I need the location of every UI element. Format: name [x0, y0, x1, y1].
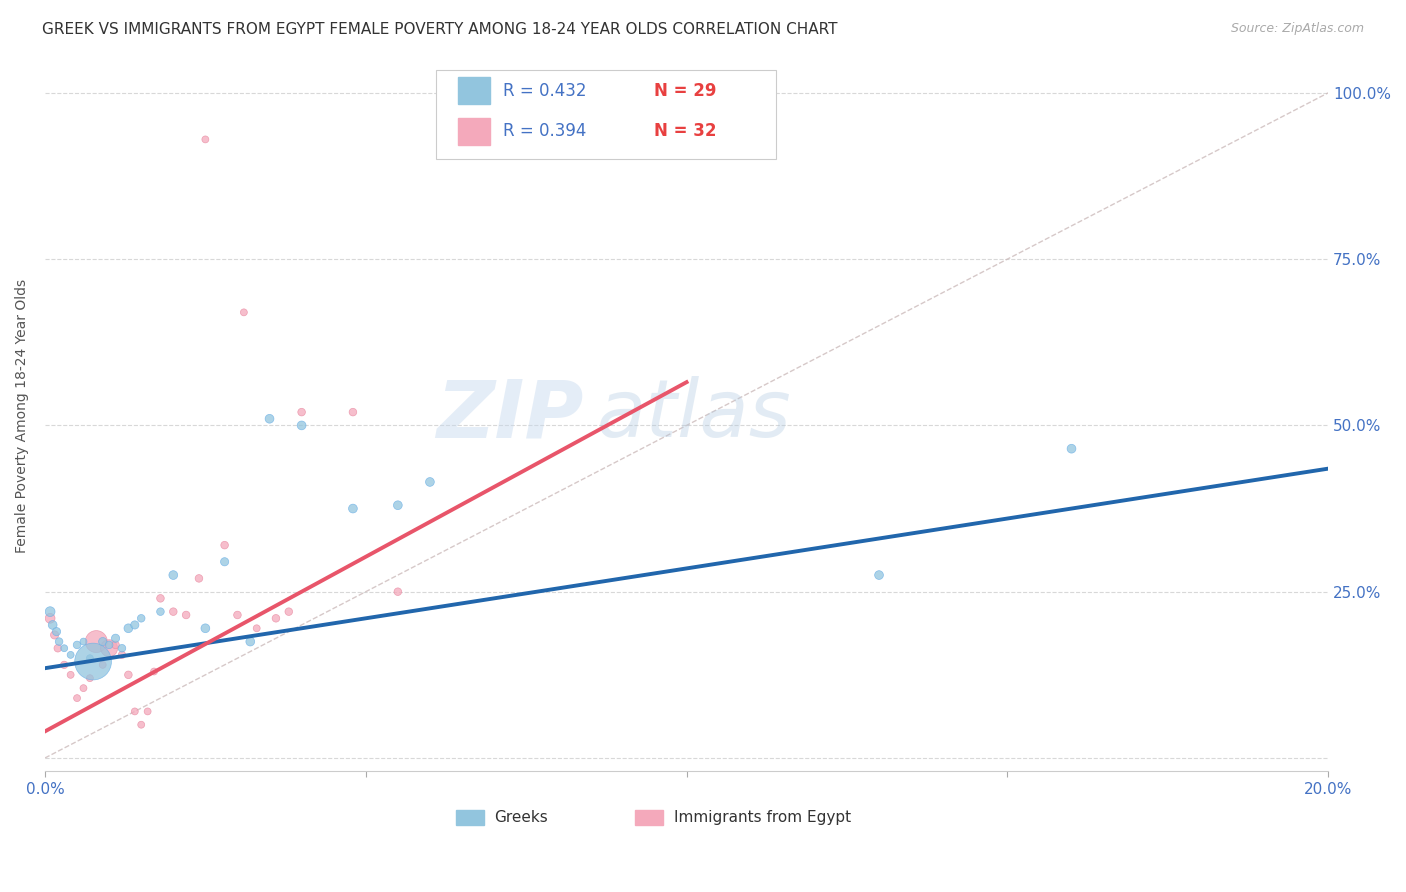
- Point: [868, 568, 890, 582]
- Point: [117, 621, 139, 635]
- Bar: [458, 77, 491, 104]
- Point: [162, 568, 184, 582]
- Point: [104, 638, 127, 652]
- Point: [48, 634, 70, 648]
- Point: [149, 605, 172, 619]
- Point: [277, 605, 299, 619]
- Point: [387, 584, 409, 599]
- Point: [342, 405, 364, 419]
- Text: R = 0.432: R = 0.432: [503, 81, 586, 100]
- Point: [111, 648, 134, 662]
- Text: GREEK VS IMMIGRANTS FROM EGYPT FEMALE POVERTY AMONG 18-24 YEAR OLDS CORRELATION : GREEK VS IMMIGRANTS FROM EGYPT FEMALE PO…: [42, 22, 838, 37]
- Text: N = 32: N = 32: [654, 122, 717, 140]
- Point: [82, 655, 104, 669]
- Point: [264, 611, 287, 625]
- Point: [98, 641, 121, 656]
- Point: [291, 418, 314, 433]
- Text: R = 0.394: R = 0.394: [503, 122, 586, 140]
- Point: [291, 405, 314, 419]
- Bar: [458, 118, 491, 145]
- Text: atlas: atlas: [596, 376, 792, 454]
- Point: [66, 691, 89, 706]
- Text: Immigrants from Egypt: Immigrants from Egypt: [673, 810, 851, 825]
- Point: [129, 611, 152, 625]
- Point: [104, 632, 127, 646]
- Point: [45, 624, 67, 639]
- Point: [91, 634, 114, 648]
- Y-axis label: Female Poverty Among 18-24 Year Olds: Female Poverty Among 18-24 Year Olds: [15, 278, 30, 552]
- Point: [72, 634, 94, 648]
- Point: [111, 641, 134, 656]
- Point: [149, 591, 172, 606]
- Point: [39, 605, 62, 619]
- Point: [84, 634, 107, 648]
- Point: [174, 607, 197, 622]
- Text: ZIP: ZIP: [436, 376, 583, 454]
- Point: [59, 648, 82, 662]
- Point: [79, 671, 101, 685]
- Point: [214, 555, 236, 569]
- Point: [124, 618, 146, 632]
- Point: [129, 717, 152, 731]
- Point: [239, 634, 262, 648]
- Point: [98, 638, 121, 652]
- Point: [136, 705, 159, 719]
- Point: [214, 538, 236, 552]
- Point: [232, 305, 254, 319]
- Point: [226, 607, 249, 622]
- Point: [53, 657, 76, 672]
- Point: [46, 641, 69, 656]
- Point: [41, 618, 63, 632]
- Text: Greeks: Greeks: [494, 810, 548, 825]
- Point: [79, 651, 101, 665]
- Text: N = 29: N = 29: [654, 81, 717, 100]
- Point: [162, 605, 184, 619]
- Point: [39, 611, 62, 625]
- Point: [387, 498, 409, 512]
- Point: [117, 668, 139, 682]
- Text: Source: ZipAtlas.com: Source: ZipAtlas.com: [1230, 22, 1364, 36]
- Point: [66, 638, 89, 652]
- Point: [143, 665, 166, 679]
- Point: [124, 705, 146, 719]
- Point: [44, 628, 66, 642]
- Point: [91, 657, 114, 672]
- Point: [342, 501, 364, 516]
- Bar: [456, 810, 484, 825]
- Bar: [636, 810, 664, 825]
- Point: [194, 621, 217, 635]
- Point: [419, 475, 441, 489]
- Point: [1060, 442, 1083, 456]
- Point: [53, 641, 76, 656]
- Point: [59, 668, 82, 682]
- Point: [246, 621, 269, 635]
- FancyBboxPatch shape: [436, 70, 776, 160]
- Point: [72, 681, 94, 695]
- Point: [194, 132, 217, 146]
- Point: [188, 571, 211, 585]
- Point: [259, 411, 281, 425]
